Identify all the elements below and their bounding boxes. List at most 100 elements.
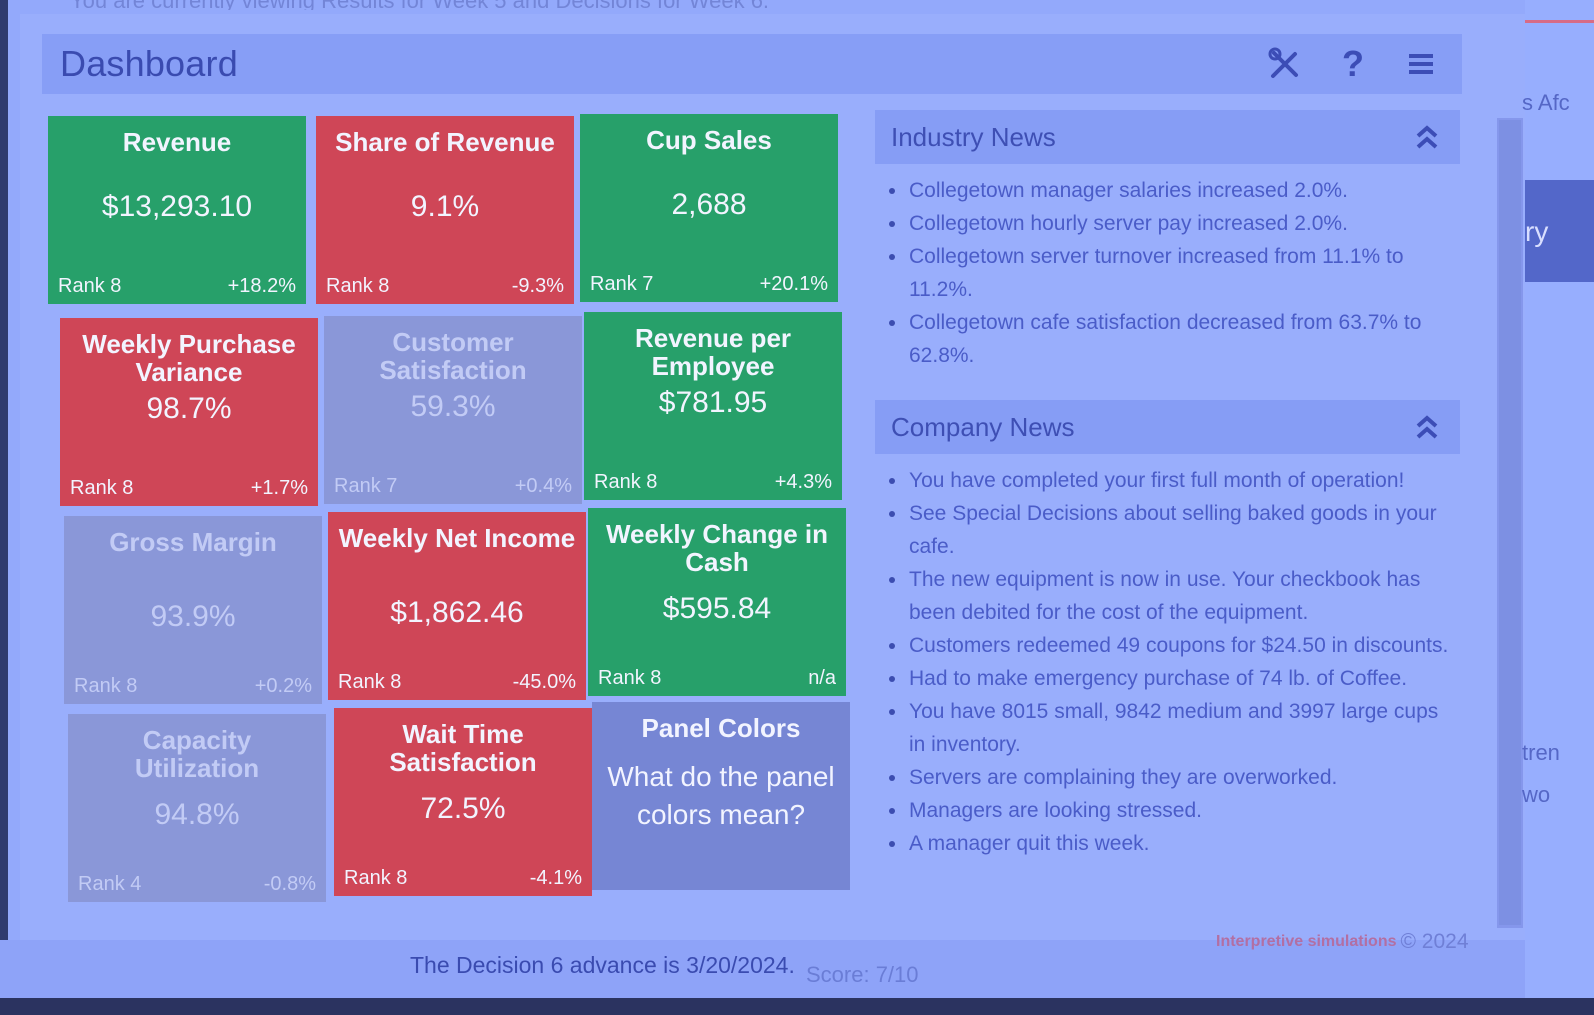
week-notice: You are currently viewing Results for We… (70, 0, 970, 10)
decision-advance-notice: The Decision 6 advance is 3/20/2024. (410, 952, 795, 978)
tile-rank: Rank 4 (78, 873, 142, 895)
tile-rank: Rank 8 (70, 477, 134, 499)
tile-change: +4.3% (774, 471, 832, 493)
industry-news-header[interactable]: Industry News (875, 110, 1460, 164)
tile-weekly-change-in-cash[interactable]: Weekly Change in Cash $595.84 Rank 8 n/a (588, 508, 846, 696)
tile-rank: Rank 8 (326, 275, 390, 297)
tile-title: Cup Sales (646, 125, 772, 155)
tile-revenue[interactable]: Revenue $13,293.10 Rank 8 +18.2% (48, 116, 306, 304)
news-item: You have 8015 small, 9842 medium and 399… (889, 695, 1460, 761)
tile-change: +0.4% (514, 475, 572, 497)
tile-value: 72.5% (420, 792, 506, 825)
news-item: Servers are complaining they are overwor… (889, 761, 1460, 794)
industry-news-panel: Industry News Collegetown manager salari… (875, 110, 1460, 372)
tile-change: n/a (808, 667, 836, 689)
tile-rank: Rank 8 (344, 867, 408, 889)
tile-value: $13,293.10 (101, 190, 253, 223)
news-item: Managers are looking stressed. (889, 794, 1460, 827)
tile-change: +1.7% (250, 477, 308, 499)
tile-wait-time-satisfaction[interactable]: Wait Time Satisfaction 72.5% Rank 8 -4.1% (334, 708, 592, 896)
tile-title: Panel Colors (641, 713, 801, 743)
tile-value: 2,688 (671, 188, 747, 221)
industry-news-title: Industry News (891, 121, 1056, 152)
page-title: Dashboard (60, 43, 238, 84)
tile-share-of-revenue[interactable]: Share of Revenue 9.1% Rank 8 -9.3% (316, 116, 574, 304)
adjacent-window-tab-label: ry (1525, 216, 1549, 247)
tile-panel-colors[interactable]: Panel Colors What do the panel colors me… (592, 702, 850, 890)
adjacent-window-text: s Afc (1522, 90, 1570, 115)
tile-value: $1,862.46 (390, 596, 524, 629)
copyright: Interpretive simulations © 2024 (1216, 930, 1469, 954)
tile-weekly-purchase-variance[interactable]: Weekly Purchase Variance 98.7% Rank 8 +1.… (60, 318, 318, 506)
adjacent-window-text: wo (1522, 782, 1551, 807)
header-toolbar: ? (1266, 43, 1444, 84)
tile-title: Revenue (122, 127, 232, 157)
tile-title: Gross Margin (109, 527, 277, 557)
collapse-icon[interactable] (1410, 120, 1444, 154)
tile-rank: Rank 7 (590, 273, 654, 295)
news-item: Had to make emergency purchase of 74 lb.… (889, 662, 1460, 695)
tile-title: Share of Revenue (335, 127, 555, 157)
tile-title: Weekly Purchase Variance (82, 329, 296, 387)
scrollbar-thumb[interactable] (1499, 120, 1521, 925)
tile-rank: Rank 8 (74, 675, 138, 697)
tile-value: 9.1% (410, 190, 480, 223)
score-text: Score: 7/10 (806, 962, 919, 987)
adjacent-window-text: tren (1522, 740, 1560, 765)
tile-value: 59.3% (410, 390, 496, 423)
tile-rank: Rank 8 (58, 275, 122, 297)
tile-customer-satisfaction[interactable]: Customer Satisfaction 59.3% Rank 7 +0.4% (324, 316, 582, 504)
monitor-bezel (0, 0, 8, 1015)
tile-change: +18.2% (227, 275, 296, 297)
copyright-text: © 2024 (1400, 930, 1469, 953)
tile-change: -9.3% (511, 275, 564, 297)
adjacent-window (1525, 0, 1594, 1000)
tile-title: Weekly Change in Cash (605, 519, 829, 577)
tile-title: Customer Satisfaction (379, 327, 527, 385)
tile-title: Revenue per Employee (634, 323, 792, 381)
news-item: Collegetown manager salaries increased 2… (889, 174, 1460, 207)
tile-change: -0.8% (263, 873, 316, 895)
industry-news-list: Collegetown manager salaries increased 2… (875, 164, 1460, 372)
tile-gross-margin[interactable]: Gross Margin 93.9% Rank 8 +0.2% (64, 516, 322, 704)
tile-rank: Rank 7 (334, 475, 398, 497)
tile-value: 94.8% (154, 798, 240, 831)
tile-rank: Rank 8 (594, 471, 658, 493)
menu-icon[interactable] (1402, 45, 1440, 83)
tile-rank: Rank 8 (338, 671, 402, 693)
tile-change: -4.1% (529, 867, 582, 889)
news-item: A manager quit this week. (889, 827, 1460, 860)
help-icon[interactable]: ? (1342, 43, 1364, 84)
company-news-list: You have completed your first full month… (875, 454, 1460, 860)
tile-revenue-per-employee[interactable]: Revenue per Employee $781.95 Rank 8 +4.3% (584, 312, 842, 500)
tile-weekly-net-income[interactable]: Weekly Net Income $1,862.46 Rank 8 -45.0% (328, 512, 586, 700)
tile-change: +0.2% (254, 675, 312, 697)
tile-value: $781.95 (658, 386, 768, 419)
panel-colors-link[interactable]: What do the panel colors mean? (607, 761, 835, 830)
news-item: You have completed your first full month… (889, 464, 1460, 497)
tile-capacity-utilization[interactable]: Capacity Utilization 94.8% Rank 4 -0.8% (68, 714, 326, 902)
tile-change: +20.1% (759, 273, 828, 295)
news-item: Collegetown server turnover increased fr… (889, 240, 1460, 306)
brand-logo[interactable]: Interpretive simulations (1216, 933, 1397, 950)
footer-bar (0, 940, 1525, 1000)
tile-value: $595.84 (662, 592, 772, 625)
news-item: Customers redeemed 49 coupons for $24.50… (889, 629, 1460, 662)
collapse-icon[interactable] (1410, 410, 1444, 444)
tile-title: Wait Time Satisfaction (389, 719, 537, 777)
tile-title: Capacity Utilization (134, 725, 260, 783)
company-news-header[interactable]: Company News (875, 400, 1460, 454)
news-item: Collegetown hourly server pay increased … (889, 207, 1460, 240)
kpi-tiles-grid: Revenue $13,293.10 Rank 8 +18.2% Share of… (48, 114, 850, 906)
company-news-title: Company News (891, 411, 1075, 442)
tools-icon[interactable] (1266, 45, 1304, 83)
adjacent-window-accent (1525, 20, 1594, 23)
tile-rank: Rank 8 (598, 667, 662, 689)
tile-value: 98.7% (146, 392, 232, 425)
tile-cup-sales[interactable]: Cup Sales 2,688 Rank 7 +20.1% (580, 114, 838, 302)
adjacent-window-tab: ry (1525, 180, 1594, 282)
monitor-bezel-bottom (0, 998, 1594, 1015)
tile-value: 93.9% (150, 600, 236, 633)
tile-change: -45.0% (512, 671, 576, 693)
